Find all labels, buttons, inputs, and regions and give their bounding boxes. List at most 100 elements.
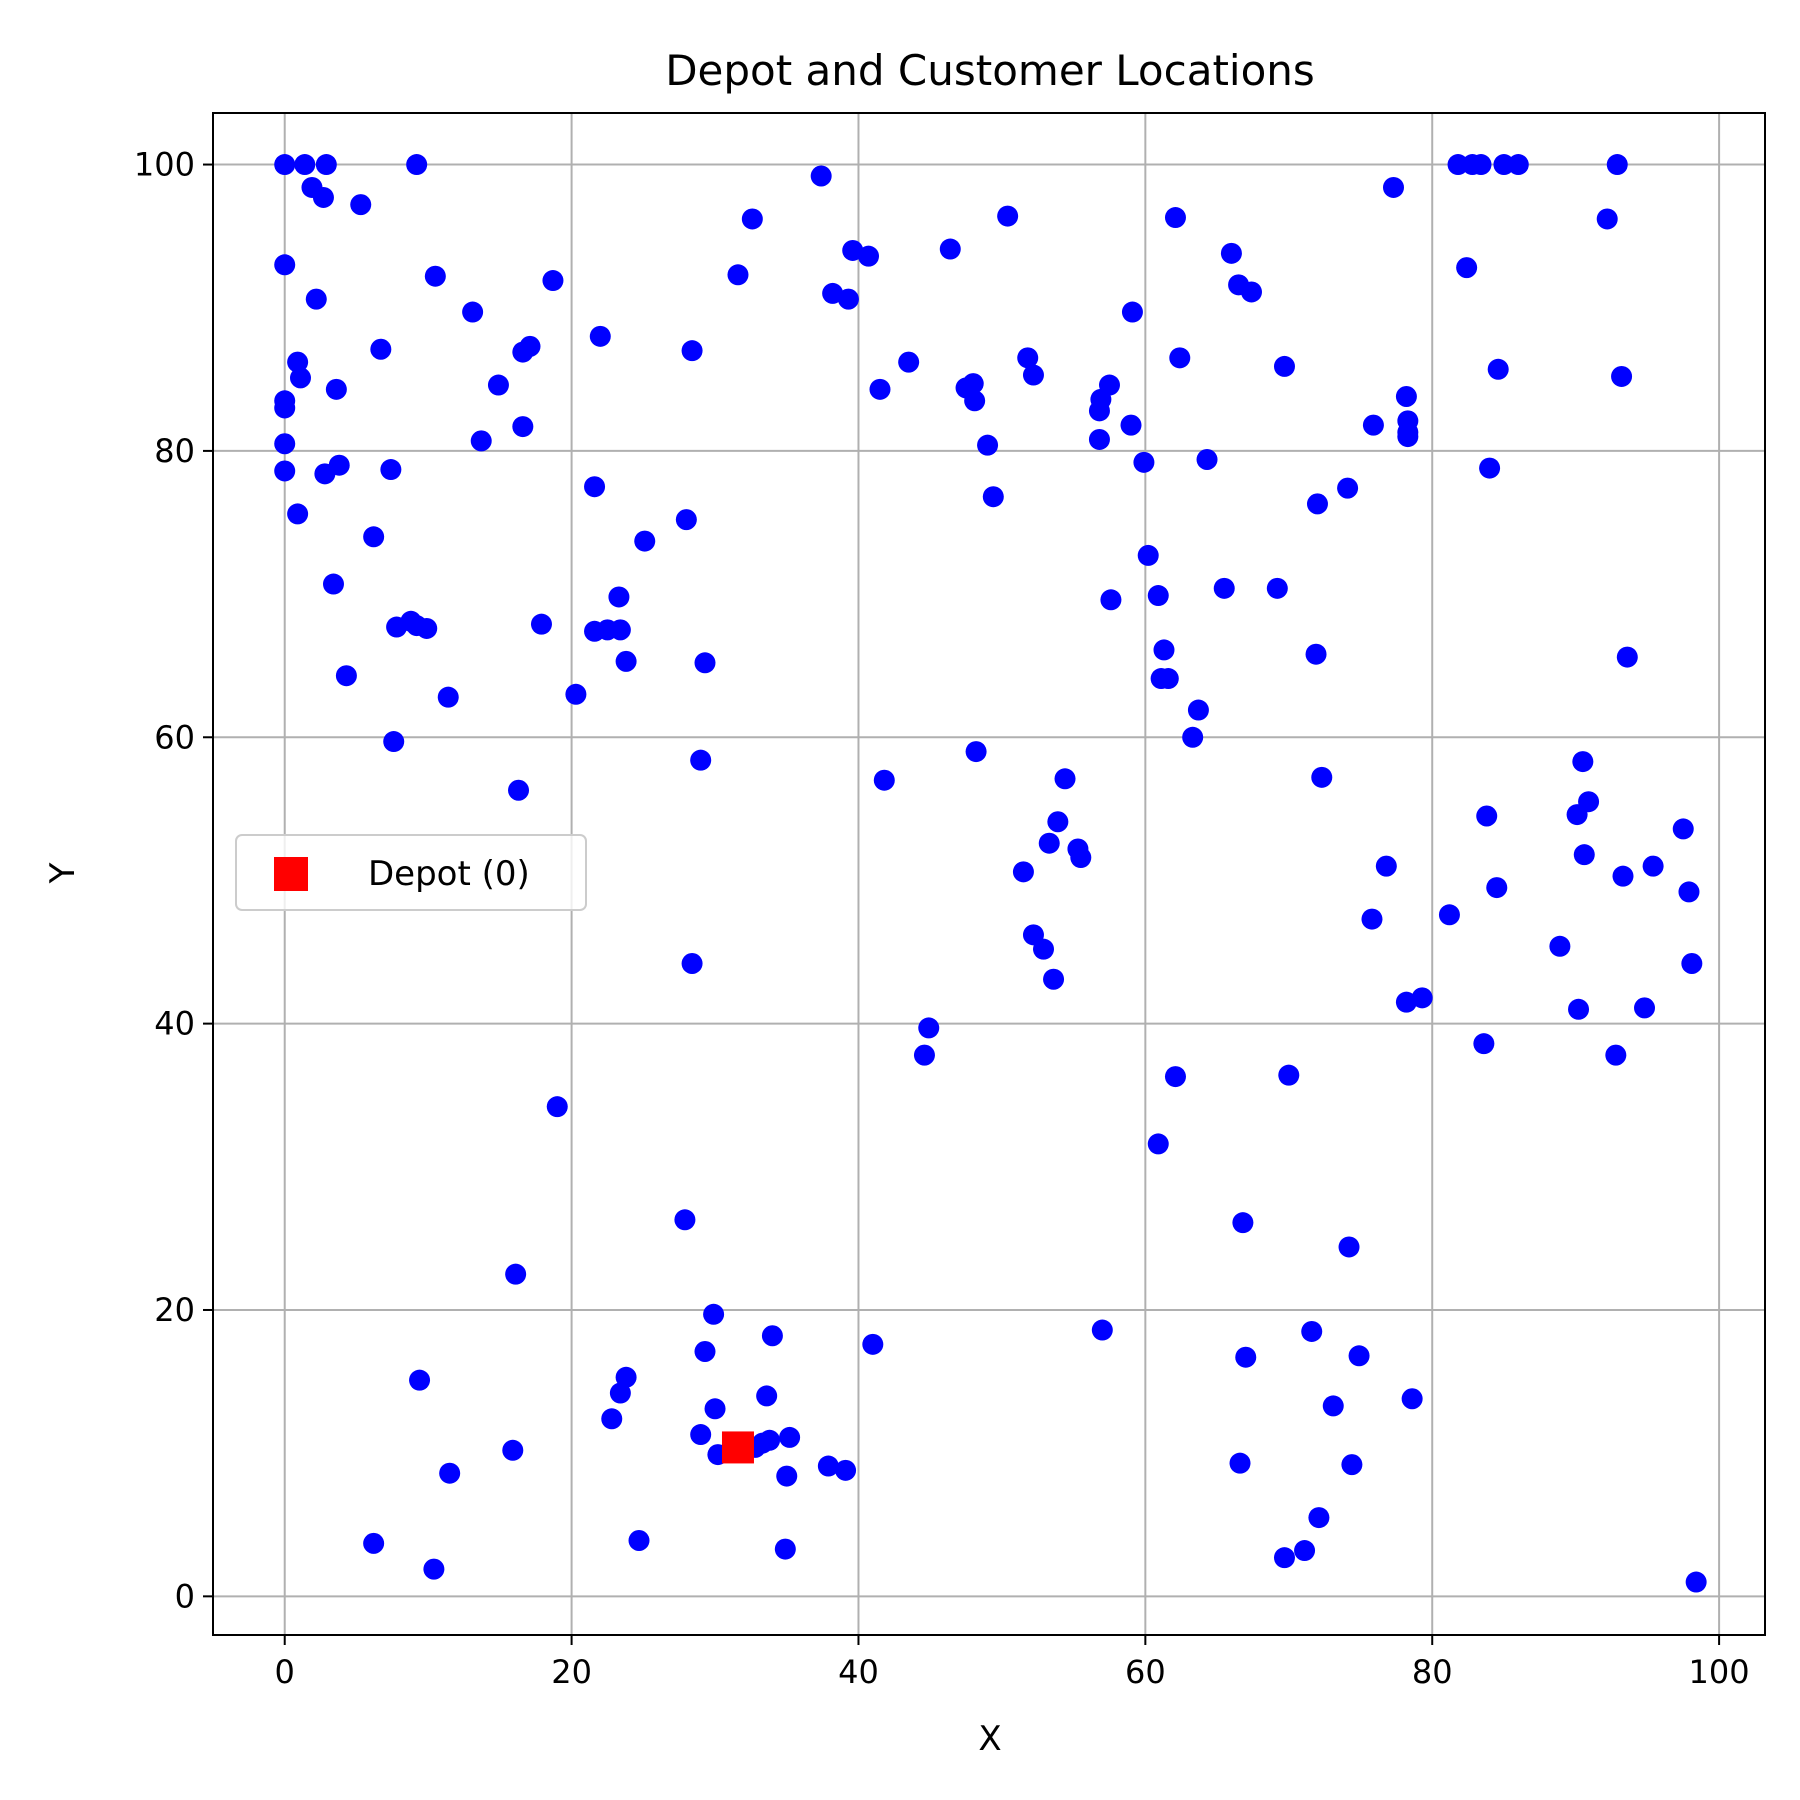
customer-point — [502, 1439, 524, 1461]
customer-point — [1098, 374, 1120, 396]
customer-point — [1070, 847, 1092, 869]
customer-point — [1375, 855, 1397, 877]
customer-point — [918, 1017, 940, 1039]
scatter-points — [274, 154, 1707, 1593]
customer-point — [462, 301, 484, 323]
customer-point — [1012, 861, 1034, 883]
customer-point — [1395, 385, 1417, 407]
customer-point — [681, 340, 703, 362]
y-tick-label: 0 — [175, 1577, 195, 1615]
y-tick-label: 80 — [154, 432, 195, 470]
customer-point — [869, 378, 891, 400]
customer-point — [487, 374, 509, 396]
customer-point — [704, 1398, 726, 1420]
customer-point — [1308, 1507, 1330, 1529]
customer-point — [842, 239, 864, 261]
customer-point — [505, 1263, 527, 1285]
customer-point — [1229, 1452, 1251, 1474]
customer-point — [741, 208, 763, 230]
customer-point — [1678, 881, 1700, 903]
customer-point — [862, 1333, 884, 1355]
customer-point — [1157, 668, 1179, 690]
customer-point — [776, 1465, 798, 1487]
customer-point — [274, 433, 296, 455]
customer-point — [1672, 818, 1694, 840]
customer-point — [1395, 991, 1417, 1013]
customer-point — [423, 1558, 445, 1580]
x-axis-label: X — [978, 1719, 1001, 1759]
customer-point — [1568, 998, 1590, 1020]
customer-point — [1022, 364, 1044, 386]
customer-point — [325, 378, 347, 400]
customer-point — [1266, 577, 1288, 599]
customer-point — [690, 1424, 712, 1446]
customer-point — [287, 351, 309, 373]
customer-point — [1456, 257, 1478, 279]
customer-point — [810, 165, 832, 187]
customer-point — [1486, 877, 1508, 899]
customer-point — [1634, 997, 1656, 1019]
customer-point — [913, 1044, 935, 1066]
customer-point — [1033, 938, 1055, 960]
customer-point — [1611, 365, 1633, 387]
customer-point — [1681, 952, 1703, 974]
customer-point — [287, 503, 309, 525]
customer-point — [1566, 804, 1588, 826]
customer-point — [1397, 426, 1419, 448]
customer-point — [530, 613, 552, 635]
customer-point — [350, 194, 372, 216]
legend-box — [235, 834, 587, 911]
customer-point — [759, 1429, 781, 1451]
customer-point — [1572, 751, 1594, 773]
customer-point — [608, 586, 630, 608]
customer-point — [1322, 1395, 1344, 1417]
customer-point — [546, 1096, 568, 1118]
customer-point — [1220, 242, 1242, 264]
customer-point — [1187, 699, 1209, 721]
customer-point — [675, 509, 697, 531]
customer-point — [1337, 477, 1359, 499]
customer-point — [1401, 1388, 1423, 1410]
customer-point — [512, 416, 534, 438]
customer-point — [322, 573, 344, 595]
customer-point — [335, 665, 357, 687]
customer-point — [1137, 544, 1159, 566]
legend-swatch-depot — [274, 857, 308, 891]
customer-point — [363, 526, 385, 548]
customer-point — [962, 373, 984, 395]
customer-point — [1341, 1454, 1363, 1476]
customer-point — [674, 1209, 696, 1231]
customer-point — [1487, 358, 1509, 380]
customer-point — [1120, 414, 1142, 436]
customer-point — [1479, 457, 1501, 479]
customer-point — [1338, 1236, 1360, 1258]
customer-point — [294, 154, 316, 176]
customer-point — [542, 270, 564, 292]
customer-point — [1038, 832, 1060, 854]
customer-point — [1213, 577, 1235, 599]
y-tick-label: 20 — [154, 1291, 195, 1329]
customer-point — [1573, 844, 1595, 866]
customer-point — [274, 460, 296, 482]
customer-point — [1235, 1346, 1257, 1368]
y-tick-label: 40 — [154, 1005, 195, 1043]
customer-point — [274, 154, 296, 176]
customer-point — [1164, 1066, 1186, 1088]
customer-point — [982, 486, 1004, 508]
customer-point — [1362, 414, 1384, 436]
x-tick-label: 0 — [275, 1653, 295, 1691]
customer-point — [1616, 646, 1638, 668]
customer-point — [898, 351, 920, 373]
customer-point — [1088, 428, 1110, 450]
customer-point — [1273, 1547, 1295, 1569]
customer-point — [1164, 207, 1186, 229]
customer-point — [1606, 154, 1628, 176]
customer-point — [380, 459, 402, 481]
customer-point — [601, 1408, 623, 1430]
legend: Depot (0) — [235, 834, 587, 911]
customer-point — [315, 154, 337, 176]
axis-ticks: 0 20 40 60 80 100 0 20 40 60 80 100 — [134, 146, 1750, 1691]
customer-point — [1294, 1540, 1316, 1562]
customer-point — [1182, 726, 1204, 748]
